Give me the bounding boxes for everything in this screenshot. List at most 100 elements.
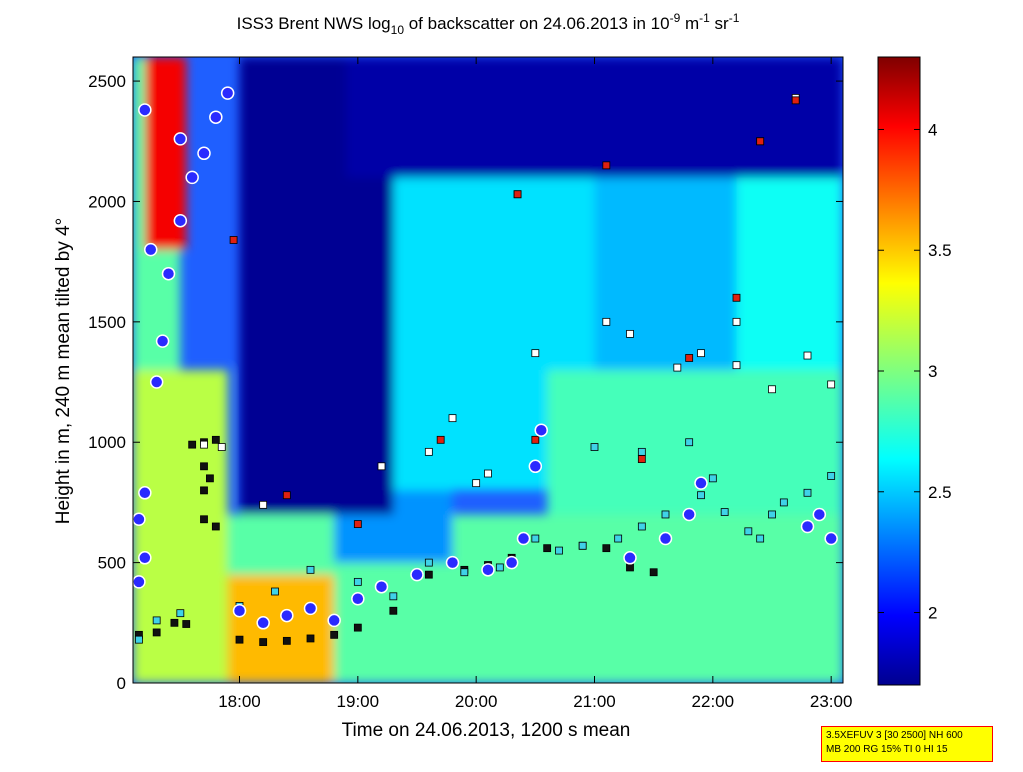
marker-blue [374, 579, 389, 594]
marker-red [513, 190, 522, 199]
marker-blue [812, 507, 827, 522]
marker-blue [173, 132, 188, 146]
marker-cyan [424, 558, 433, 567]
colorbar-gradient [877, 56, 921, 686]
marker-blue [327, 613, 341, 628]
chart-title: ISS3 Brent NWS log10 of backscatter on 2… [237, 11, 740, 37]
marker-cyan [176, 609, 185, 618]
marker-blue [682, 507, 696, 522]
marker-white [768, 385, 776, 394]
marker-cyan [708, 474, 717, 483]
marker-cyan [578, 541, 587, 550]
marker-white [732, 317, 741, 326]
marker-black [152, 628, 161, 637]
marker-blue [149, 375, 164, 389]
marker-black [282, 636, 291, 645]
marker-cyan [389, 592, 398, 601]
marker-cyan [306, 565, 315, 574]
marker-white [259, 500, 268, 509]
y-tick-label: 2000 [88, 192, 126, 211]
marker-black [211, 522, 220, 531]
marker-red [756, 137, 765, 146]
marker-cyan [720, 508, 729, 516]
marker-red [602, 161, 611, 170]
marker-cyan [614, 534, 623, 543]
field-region [346, 57, 843, 178]
y-tick-label: 2500 [88, 72, 126, 91]
marker-blue [256, 616, 270, 630]
x-tick-label: 18:00 [218, 692, 261, 711]
marker-blue [445, 555, 460, 570]
marker-black [211, 435, 220, 444]
marker-cyan [531, 534, 540, 543]
marker-white [424, 447, 433, 456]
y-tick-label: 1000 [88, 433, 126, 452]
marker-black [200, 486, 208, 495]
marker-blue [133, 575, 146, 589]
marker-blue [185, 170, 199, 185]
marker-black [543, 544, 552, 553]
marker-blue [481, 563, 495, 577]
marker-cyan [637, 522, 646, 531]
marker-cyan [135, 635, 143, 644]
marker-black [424, 570, 433, 579]
colorbar-tick-label: 3.5 [928, 241, 952, 260]
x-axis: 18:00 19:00 20:00 21:00 22:00 23:00 [218, 57, 852, 711]
backscatter-field [133, 57, 843, 683]
marker-blue [161, 266, 176, 281]
settings-stamp: 3.5XEFUV 3 [30 2500] NH 600 MB 200 RG 15… [821, 726, 993, 762]
marker-black [206, 474, 214, 483]
settings-line-2: MB 200 RG 15% TI 0 HI 15 [826, 744, 948, 755]
y-tick-label: 1500 [88, 313, 126, 332]
marker-cyan [697, 491, 705, 500]
marker-white [602, 317, 611, 326]
marker-blue [155, 334, 170, 348]
marker-white [673, 363, 682, 372]
marker-white [531, 349, 540, 358]
marker-white [732, 361, 741, 370]
marker-black [259, 638, 268, 646]
marker-blue [209, 110, 223, 124]
settings-line-1: 3.5XEFUV 3 [30 2500] NH 600 [826, 730, 963, 741]
y-tick-label: 500 [98, 554, 126, 573]
marker-red [637, 455, 646, 463]
marker-red [685, 354, 694, 362]
plot-area: 18:00 19:00 20:00 21:00 22:00 23:00 0 500 1000 1… [88, 56, 852, 711]
marker-white [626, 329, 634, 338]
marker-black [182, 620, 191, 628]
marker-red [229, 236, 238, 244]
marker-cyan [685, 438, 694, 447]
marker-black [188, 440, 197, 449]
marker-cyan [353, 577, 362, 586]
marker-red [791, 96, 800, 105]
field-regions [133, 57, 843, 683]
detection-markers [133, 86, 838, 646]
marker-blue [133, 512, 146, 527]
marker-blue [504, 555, 519, 570]
plot-frame [132, 56, 844, 684]
marker-black [353, 623, 362, 632]
y-axis-label: Height in m, 240 m mean tilted by 4° [53, 218, 74, 524]
marker-blue [658, 531, 673, 546]
y-tick-label: 0 [117, 674, 126, 693]
marker-blue [144, 242, 158, 257]
marker-cyan [590, 443, 599, 451]
marker-cyan [460, 568, 469, 577]
marker-cyan [756, 534, 765, 543]
marker-blue [138, 103, 152, 117]
marker-blue [138, 486, 152, 500]
marker-blue [138, 551, 152, 565]
marker-cyan [803, 488, 812, 497]
marker-white [200, 440, 208, 449]
marker-cyan [661, 510, 670, 519]
colorbar: 2 2.5 3 3.5 4 [877, 56, 952, 686]
marker-red [436, 435, 445, 444]
marker-blue [410, 567, 424, 582]
marker-white [217, 443, 226, 451]
marker-white [484, 469, 492, 478]
marker-cyan [779, 498, 788, 507]
marker-blue [280, 608, 294, 623]
marker-black [649, 568, 658, 577]
colorbar-tick-label: 4 [928, 120, 937, 139]
